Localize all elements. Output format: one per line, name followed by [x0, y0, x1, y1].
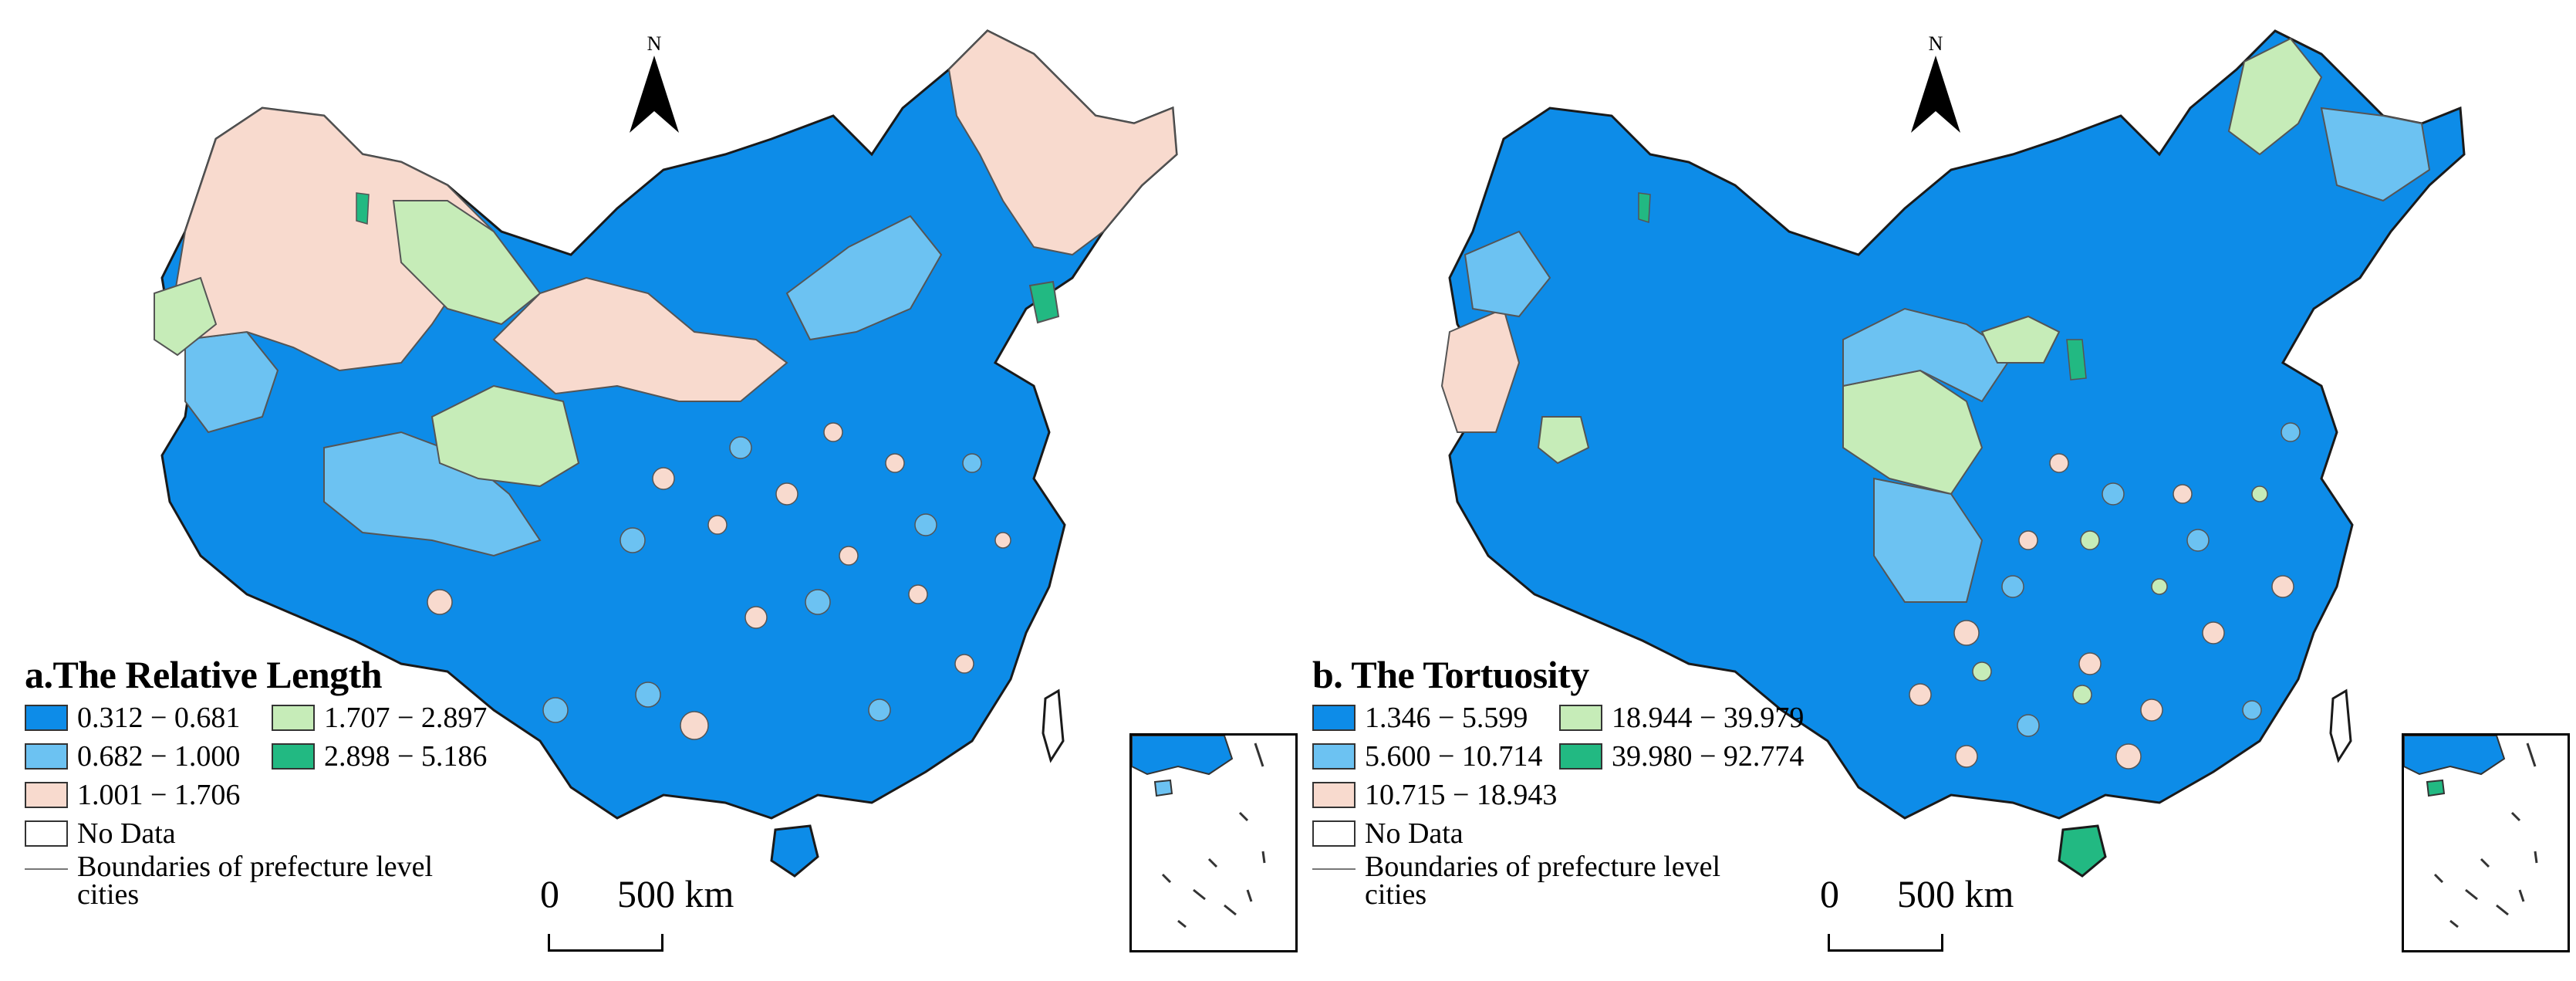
region-pink-northeast	[947, 29, 1178, 256]
north-arrow-icon	[1911, 56, 1960, 133]
legend-swatch	[1312, 743, 1356, 770]
legend-item-class-3: 10.715 − 18.943	[1312, 779, 1559, 811]
scattered-green-regions	[1972, 485, 2268, 705]
north-arrow: N	[1905, 32, 1967, 137]
hainan-island	[2058, 824, 2107, 878]
legend-relative-length: a.The Relative Length 0.312 − 0.681 1.70…	[25, 652, 557, 911]
region-dark-green-innermongolia	[2066, 339, 2087, 381]
china-map-relative-length	[154, 29, 1178, 878]
boundary-line-swatch	[25, 868, 68, 870]
legend-tortuosity: b. The Tortuosity 1.346 − 5.599 18.944 −…	[1312, 652, 1845, 911]
legend-swatch	[25, 782, 68, 808]
legend-title: b. The Tortuosity	[1312, 653, 1589, 696]
hainan-island	[770, 824, 819, 878]
legend-item-no-data: No Data	[1312, 817, 1559, 850]
scattered-light-blue-regions	[542, 436, 982, 723]
scale-line	[548, 934, 663, 952]
scale-zero-label: 0	[540, 872, 559, 915]
taiwan-island	[1042, 688, 1065, 763]
boundary-line-swatch	[1312, 868, 1356, 870]
region-green-west	[1537, 416, 1590, 465]
legend-item-class-5: 39.980 − 92.774	[1559, 740, 1821, 773]
legend-swatch	[1559, 705, 1602, 731]
scale-bar: 0 500 km	[1820, 872, 2021, 957]
legend-label: Boundaries of prefecture level cities	[77, 851, 434, 911]
scale-distance-label: 500 km	[617, 872, 734, 915]
north-arrow: N	[623, 32, 685, 137]
north-arrow-icon	[630, 56, 679, 133]
legend-label: 1.707 − 2.897	[324, 702, 488, 734]
legend-item-boundaries: Boundaries of prefecture level cities	[25, 851, 557, 911]
legend-label: 1.001 − 1.706	[77, 779, 241, 811]
inset-map	[1132, 736, 1266, 929]
region-green-qinghai	[430, 384, 580, 488]
region-green-northeast	[2227, 37, 2323, 156]
north-label: N	[1928, 32, 1943, 55]
region-dark-green-northeast	[1028, 280, 1060, 324]
south-china-sea-inset	[1129, 733, 1298, 952]
region-light-blue-north	[785, 215, 943, 341]
region-light-blue-sichuan	[1873, 477, 1983, 603]
legend-item-class-2: 5.600 − 10.714	[1312, 740, 1559, 773]
legend-item-class-1: 0.312 − 0.681	[25, 702, 272, 734]
legend-item-class-2: 0.682 − 1.000	[25, 740, 272, 773]
legend-label: 39.980 − 92.774	[1612, 740, 1805, 773]
scale-bar: 0 500 km	[540, 872, 741, 957]
region-light-blue-xinjiang	[1464, 230, 1551, 318]
region-pink-xinjiang	[168, 107, 495, 372]
legend-item-class-1: 1.346 − 5.599	[1312, 702, 1559, 734]
legend-label: 10.715 − 18.943	[1365, 779, 1558, 811]
region-pink-inner-mongolia	[492, 276, 788, 402]
legend-label: No Data	[1365, 817, 1464, 850]
legend-item-class-3: 1.001 − 1.706	[25, 779, 272, 811]
map-panel-relative-length: N a.The Relative Length 0.312 − 0.681 1.…	[25, 29, 1298, 957]
legend-item-class-4: 18.944 − 39.979	[1559, 702, 1821, 734]
map-panel-tortuosity: N b. The Tortuosity 1.346 − 5.599 18.944…	[1288, 0, 2575, 981]
region-dark-green-xinjiang	[1638, 192, 1651, 223]
legend-swatch	[272, 705, 315, 731]
legend-swatch	[272, 743, 315, 770]
region-light-blue-gansu	[1842, 307, 2014, 403]
inset-map	[2404, 736, 2538, 929]
legend-label: 2.898 − 5.186	[324, 740, 488, 773]
scattered-pink-regions	[427, 422, 1011, 740]
scale-zero-label: 0	[1820, 872, 1839, 915]
china-map-tortuosity	[1440, 29, 2466, 878]
legend-swatch	[1312, 782, 1356, 808]
south-china-sea-inset	[2402, 733, 2570, 952]
region-dark-green-xinjiang	[356, 192, 370, 225]
region-green-qinghai	[1842, 369, 1983, 496]
legend-label: 18.944 − 39.979	[1612, 702, 1805, 734]
region-light-blue-northeast	[2320, 107, 2431, 202]
legend-swatch	[1312, 820, 1356, 847]
legend-label: No Data	[77, 817, 176, 850]
region-green-west	[154, 276, 218, 357]
legend-label: 0.682 − 1.000	[77, 740, 241, 773]
scale-distance-label: 500 km	[1897, 872, 2014, 915]
legend-label: 0.312 − 0.681	[77, 702, 241, 734]
legend-item-class-5: 2.898 − 5.186	[272, 740, 534, 773]
scale-line	[1828, 934, 1943, 952]
legend-swatch	[25, 820, 68, 847]
legend-swatch	[25, 705, 68, 731]
legend-item-boundaries: Boundaries of prefecture level cities	[1312, 851, 1845, 911]
legend-title: a.The Relative Length	[25, 653, 383, 696]
legend-item-no-data: No Data	[25, 817, 272, 850]
region-green-innermongolia	[1980, 315, 2061, 364]
legend-label: 5.600 − 10.714	[1365, 740, 1543, 773]
legend-swatch	[1312, 705, 1356, 731]
scattered-light-blue-regions	[2001, 422, 2301, 737]
taiwan-island	[2329, 688, 2352, 763]
legend-item-class-4: 1.707 − 2.897	[272, 702, 534, 734]
legend-swatch	[25, 743, 68, 770]
legend-label: Boundaries of prefecture level cities	[1365, 851, 1721, 911]
legend-label: 1.346 − 5.599	[1365, 702, 1528, 734]
north-label: N	[647, 32, 662, 55]
legend-swatch	[1559, 743, 1602, 770]
scattered-pink-regions	[1909, 453, 2294, 770]
region-green-xinjiang	[392, 200, 542, 326]
region-light-blue-1	[323, 431, 542, 557]
